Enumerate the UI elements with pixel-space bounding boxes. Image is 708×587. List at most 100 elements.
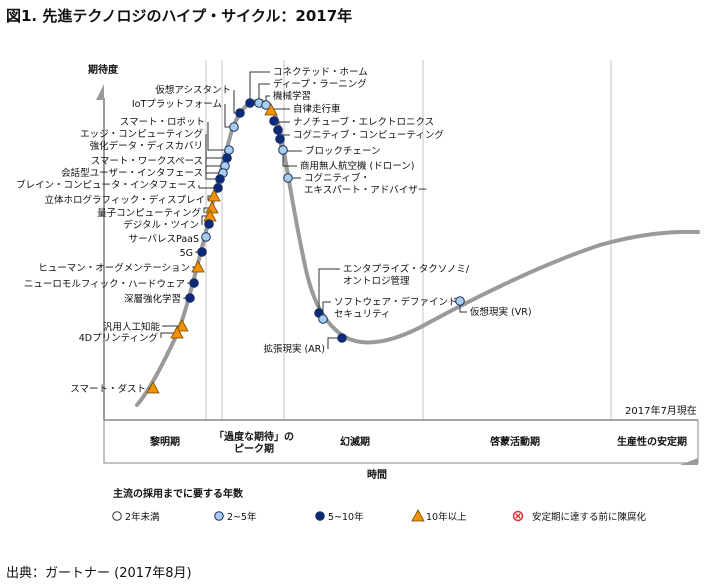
technology-dark-dot-icon (213, 183, 223, 193)
technology-light-dot-icon (278, 145, 288, 155)
leader-line (322, 301, 331, 319)
phase-peak-line1: 「過度な期待」の (214, 430, 294, 443)
x-axis-arrow-icon (680, 458, 698, 465)
legend-dark-dot-icon (315, 511, 325, 521)
technology-label: 仮想アシスタント (155, 84, 231, 96)
legend-item-triangle: 10年以上 (411, 509, 467, 523)
technology-dark-dot-icon (197, 247, 207, 257)
technology-label: エンタプライズ・タクソノミ/ (343, 263, 470, 275)
technology-label: スマート・ロボット (120, 117, 205, 128)
technology-marker: 5G (180, 247, 207, 259)
technology-marker: 機械学習 (261, 90, 311, 110)
technology-marker: 拡張現実 (AR) (263, 333, 347, 355)
technology-label-line2: セキュリティ (334, 309, 390, 320)
figure-title: 図1. 先進テクノロジのハイプ・サイクル：2017年 (6, 7, 353, 25)
legend-item-dark: 5~10年 (315, 511, 364, 523)
technology-dark-dot-icon (337, 333, 347, 343)
legend-label: 2~5年 (227, 511, 257, 523)
legend-item-obsolete: 安定期に達する前に陳腐化 (512, 510, 647, 523)
technology-label: 深層強化学習 (124, 293, 181, 305)
technology-light-dot-icon (229, 122, 239, 132)
phase-slope: 啓蒙活動期 (490, 435, 540, 448)
technology-marker: ヒューマン・オーグメンテーション (38, 260, 205, 274)
legend-label: 2年未満 (125, 511, 160, 523)
phase-peak-line2: ピーク期 (234, 442, 274, 455)
technology-label: デジタル・ツイン (123, 219, 199, 231)
technology-light-dot-icon (224, 145, 234, 155)
technology-label: 強化データ・ディスカバリ (90, 140, 203, 152)
technology-marker: 4Dプリンティング (79, 326, 184, 344)
legend-item-light: 2~5年 (214, 511, 257, 523)
legend-item-white: 2年未満 (112, 511, 160, 523)
technology-label: エッジ・コンピューティング (80, 128, 203, 140)
technology-light-dot-icon (283, 173, 293, 183)
technology-marker: ブレイン・コンピュータ・インタフェース (16, 179, 223, 193)
phase-innovation-trigger: 黎明期 (150, 435, 180, 448)
source-note: 出典：ガートナー (2017年8月) (6, 566, 192, 581)
technology-label: スマート・ワークスペース (91, 156, 203, 167)
technology-dark-dot-icon (222, 153, 232, 163)
technology-marker: コネクテッド・ホーム (245, 67, 368, 108)
leader-line (160, 332, 177, 338)
y-axis-label: 期待度 (88, 63, 119, 76)
technology-triangle-icon (146, 381, 160, 394)
technology-label: サーバレスPaaS (129, 234, 199, 245)
technology-triangle-icon (175, 319, 189, 332)
leader-line (282, 150, 297, 167)
technology-triangle-icon (191, 260, 205, 273)
technology-label: 立体ホログラフィック・ディスプレイ (45, 194, 205, 206)
technology-label-line2: オントロジ管理 (343, 275, 410, 287)
leader-line (207, 122, 229, 151)
technology-marker: 仮想現実 (VR) (455, 296, 532, 318)
technology-marker: ナノチューブ・エレクトロニクス (269, 116, 434, 128)
technology-marker: スマート・ダスト (70, 381, 160, 395)
technology-light-dot-icon (455, 296, 465, 306)
technology-marker: ソフトウェア・デファインド・セキュリティ (318, 296, 467, 324)
technology-dark-dot-icon (275, 134, 285, 144)
technology-dark-dot-icon (215, 174, 225, 184)
technology-marker: IoTプラットフォーム (132, 99, 239, 132)
technology-label: 会話型ユーザー・インタフェース (61, 167, 203, 179)
technology-marker: サーバレスPaaS (129, 232, 211, 245)
technology-dark-dot-icon (269, 116, 279, 126)
legend-title: 主流の採用までに要する年数 (113, 487, 244, 500)
phase-trough: 幻滅期 (340, 435, 370, 448)
legend-label: 5~10年 (328, 511, 364, 523)
technology-label: コグニティブ・ (304, 172, 370, 184)
technology-marker: 仮想アシスタント (155, 84, 245, 118)
technology-label: ディープ・ラーニング (273, 78, 367, 90)
technology-label: ソフトウェア・デファインド・ (334, 296, 467, 308)
technology-triangle-icon (207, 189, 221, 202)
technology-label: ヒューマン・オーグメンテーション (38, 262, 190, 274)
technology-light-dot-icon (318, 314, 328, 324)
technology-label: ナノチューブ・エレクトロニクス (293, 116, 434, 128)
technology-triangle-icon (170, 326, 184, 339)
technology-marker: 量子コンピューティング (97, 201, 219, 219)
technology-label: 機械学習 (273, 90, 311, 102)
technology-label: コグニティブ・コンピューティング (293, 129, 444, 141)
technology-label: ブロックチェーン (305, 145, 381, 157)
technology-marker: ブロックチェーン (275, 134, 381, 157)
leader-line (198, 185, 218, 189)
technology-marker: 汎用人工知能 (103, 319, 189, 333)
leader-line (162, 325, 182, 327)
technology-marker (204, 219, 214, 229)
technology-label: 5G (180, 248, 193, 259)
legend-white-dot-icon (112, 511, 122, 521)
technology-dark-dot-icon (185, 293, 195, 303)
technology-label: 仮想現実 (VR) (470, 306, 532, 318)
technology-label: 量子コンピューティング (97, 207, 201, 219)
leader-line (249, 71, 270, 103)
technology-marker: 会話型ユーザー・インタフェース (61, 167, 225, 184)
legend-label: 安定期に達する前に陳腐化 (532, 511, 647, 523)
legend-obsolete-icon (512, 510, 524, 522)
technology-dark-dot-icon (204, 219, 214, 229)
phase-plateau: 生産性の安定期 (617, 435, 687, 448)
technology-label: 拡張現実 (AR) (263, 343, 325, 355)
technology-label: 商用無人航空機 (ドローン) (300, 160, 414, 172)
technology-dark-dot-icon (273, 125, 283, 135)
legend-light-dot-icon (214, 511, 224, 521)
technology-marker: ニューロモルフィック・ハードウェア (24, 278, 199, 290)
